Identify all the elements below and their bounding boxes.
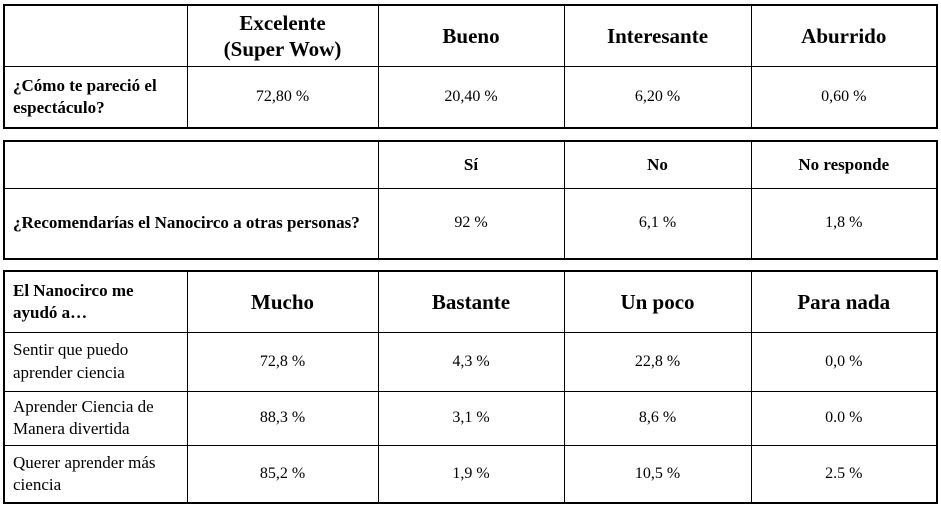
value-cell-bastante: 3,1 %: [377, 390, 565, 446]
column-header-aburrido: Aburrido: [750, 4, 938, 67]
value-cell-interesante: 6,20 %: [563, 65, 752, 129]
value-cell-excelente: 72,80 %: [186, 65, 379, 129]
row-label-sentir: Sentir que puedo aprender ciencia: [3, 331, 188, 392]
column-header-mucho: Mucho: [186, 270, 379, 333]
help-impact-row-aprender: Aprender Ciencia de Manera divertida 88,…: [3, 390, 938, 446]
value-cell-bastante: 4,3 %: [377, 331, 565, 392]
column-header-no: No: [563, 140, 752, 189]
column-header-no-responde: No responde: [750, 140, 938, 189]
recommendation-table: Sí No No responde ¿Recomendarías el Nano…: [3, 140, 938, 260]
value-cell-no: 6,1 %: [563, 187, 752, 260]
row-label-aprender: Aprender Ciencia de Manera divertida: [3, 390, 188, 446]
column-header-bastante: Bastante: [377, 270, 565, 333]
help-impact-table: El Nanocirco me ayudó a… Mucho Bastante …: [3, 270, 938, 504]
show-opinion-header-empty: [3, 4, 188, 67]
recommendation-data-row: ¿Recomendarías el Nanocirco a otras pers…: [3, 187, 938, 260]
question-label-ayudo: El Nanocirco me ayudó a…: [3, 270, 188, 333]
value-cell-no-responde: 1,8 %: [750, 187, 938, 260]
value-cell-mucho: 85,2 %: [186, 444, 379, 504]
show-opinion-table: Excelente (Super Wow) Bueno Interesante …: [3, 4, 938, 129]
recommendation-header-row: Sí No No responde: [3, 140, 938, 189]
question-label-espectaculo: ¿Cómo te pareció el espectáculo?: [3, 65, 188, 129]
help-impact-row-sentir: Sentir que puedo aprender ciencia 72,8 %…: [3, 331, 938, 392]
help-impact-row-querer: Querer aprender más ciencia 85,2 % 1,9 %…: [3, 444, 938, 504]
value-cell-para-nada: 0.0 %: [750, 390, 938, 446]
value-cell-mucho: 72,8 %: [186, 331, 379, 392]
row-label-querer: Querer aprender más ciencia: [3, 444, 188, 504]
show-opinion-data-row: ¿Cómo te pareció el espectáculo? 72,80 %…: [3, 65, 938, 129]
column-header-un-poco: Un poco: [563, 270, 752, 333]
column-header-interesante: Interesante: [563, 4, 752, 67]
question-label-recomendacion: ¿Recomendarías el Nanocirco a otras pers…: [3, 187, 379, 260]
help-impact-header-row: El Nanocirco me ayudó a… Mucho Bastante …: [3, 270, 938, 333]
value-cell-mucho: 88,3 %: [186, 390, 379, 446]
column-header-para-nada: Para nada: [750, 270, 938, 333]
value-cell-aburrido: 0,60 %: [750, 65, 938, 129]
column-header-si: Sí: [377, 140, 565, 189]
value-cell-bueno: 20,40 %: [377, 65, 565, 129]
value-cell-bastante: 1,9 %: [377, 444, 565, 504]
show-opinion-header-row: Excelente (Super Wow) Bueno Interesante …: [3, 4, 938, 67]
column-header-bueno: Bueno: [377, 4, 565, 67]
value-cell-si: 92 %: [377, 187, 565, 260]
value-cell-un-poco: 8,6 %: [563, 390, 752, 446]
column-header-excelente: Excelente (Super Wow): [186, 4, 379, 67]
value-cell-para-nada: 2.5 %: [750, 444, 938, 504]
value-cell-para-nada: 0,0 %: [750, 331, 938, 392]
recommendation-header-empty: [3, 140, 379, 189]
value-cell-un-poco: 22,8 %: [563, 331, 752, 392]
value-cell-un-poco: 10,5 %: [563, 444, 752, 504]
